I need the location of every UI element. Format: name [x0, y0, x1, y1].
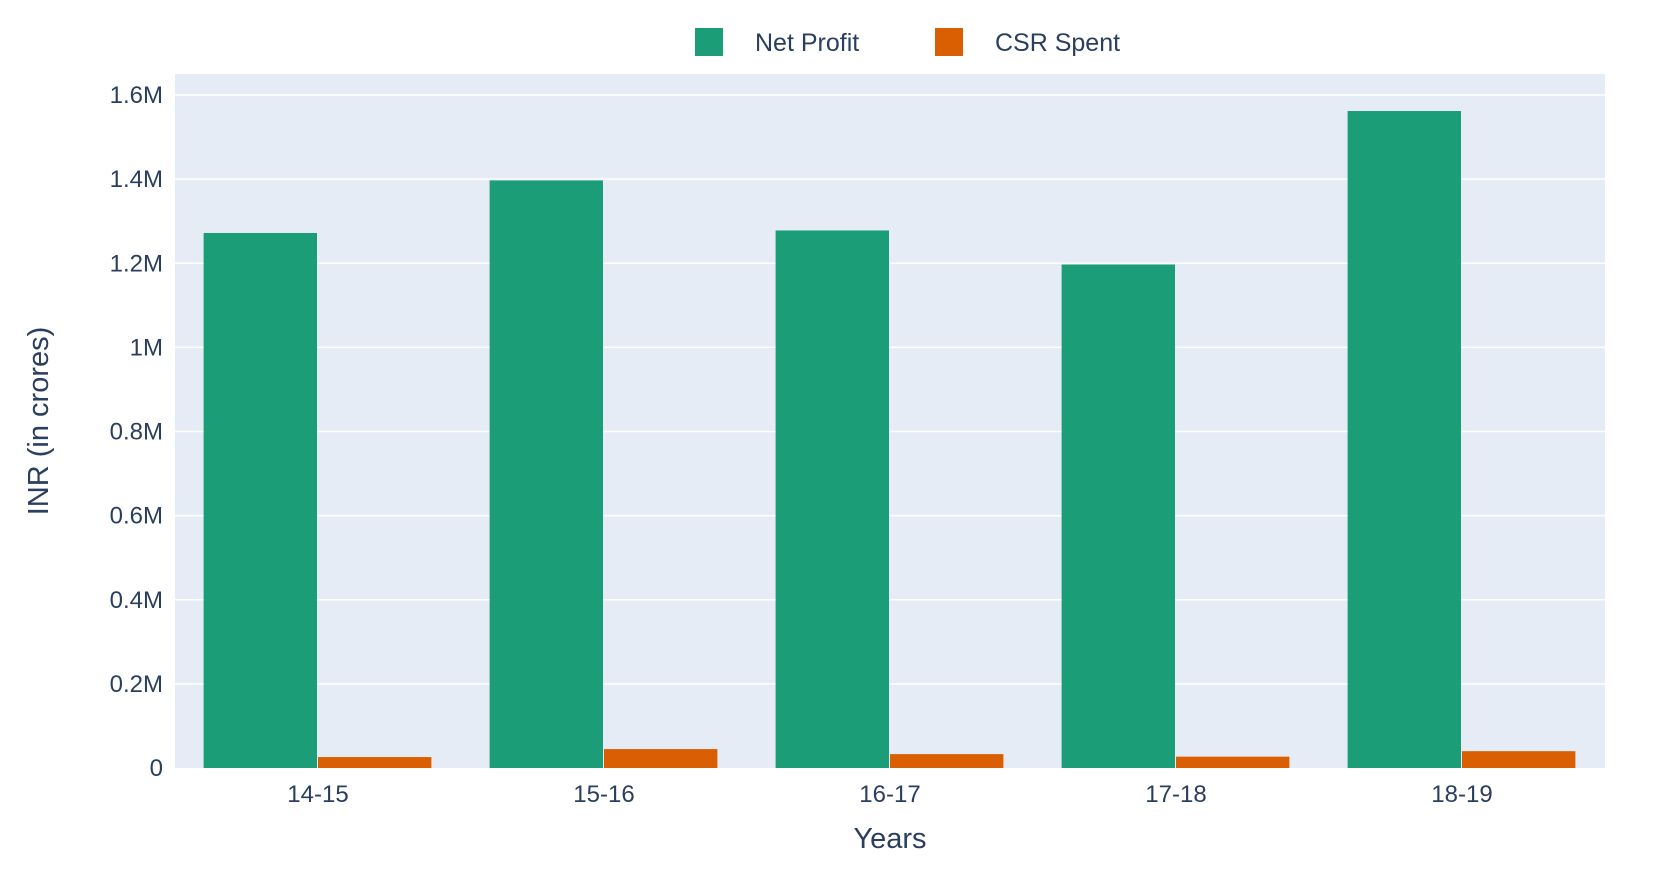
x-tick-label: 14-15	[287, 781, 348, 808]
y-axis-ticks: 0 0.2M 0.4M 0.6M 0.8M 1M 1.2M 1.4M 1.6M	[110, 82, 163, 782]
y-axis-title: INR (in crores)	[23, 327, 55, 516]
x-axis-ticks: 14-15 15-16 16-17 17-18 18-19	[287, 781, 1492, 808]
x-axis-title: Years	[853, 823, 926, 855]
bar-csr-spent-18-19[interactable]	[1462, 751, 1576, 768]
legend-item-csr-spent[interactable]: CSR Spent	[935, 28, 1120, 57]
legend[interactable]: Net Profit CSR Spent	[695, 28, 1120, 57]
y-tick-label: 0.8M	[110, 419, 163, 446]
bar-net-profit-16-17[interactable]	[775, 230, 889, 768]
legend-label: CSR Spent	[995, 29, 1120, 57]
y-tick-label: 1.4M	[110, 166, 163, 193]
bar-csr-spent-15-16[interactable]	[604, 749, 718, 768]
y-tick-label: 1.6M	[110, 82, 163, 109]
y-tick-label: 1.2M	[110, 250, 163, 277]
y-tick-label: 1M	[130, 334, 163, 361]
x-tick-label: 17-18	[1145, 781, 1206, 808]
bar-net-profit-14-15[interactable]	[203, 232, 317, 769]
y-tick-label: 0	[150, 755, 163, 782]
legend-item-net-profit[interactable]: Net Profit	[695, 28, 859, 57]
bar-csr-spent-14-15[interactable]	[318, 757, 432, 768]
bar-net-profit-15-16[interactable]	[489, 180, 603, 768]
bar-net-profit-18-19[interactable]	[1347, 111, 1461, 769]
legend-swatch	[935, 28, 963, 56]
bar-net-profit-17-18[interactable]	[1061, 264, 1175, 768]
x-tick-label: 16-17	[859, 781, 920, 808]
legend-swatch	[695, 28, 723, 56]
x-tick-label: 18-19	[1431, 781, 1492, 808]
bar-csr-spent-16-17[interactable]	[890, 754, 1004, 768]
bars	[203, 111, 1576, 769]
y-tick-label: 0.4M	[110, 587, 163, 614]
y-tick-label: 0.2M	[110, 671, 163, 698]
y-tick-label: 0.6M	[110, 503, 163, 530]
x-tick-label: 15-16	[573, 781, 634, 808]
bar-csr-spent-17-18[interactable]	[1176, 756, 1290, 768]
legend-label: Net Profit	[755, 29, 859, 57]
